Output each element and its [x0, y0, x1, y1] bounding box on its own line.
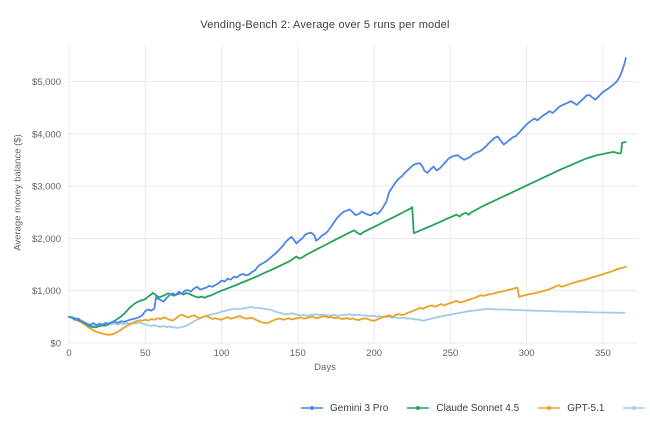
- legend-item-gemini-3-pro: Gemini 3 Pro: [300, 403, 388, 414]
- legend-marker-gemini-3-pro-icon: [301, 406, 323, 410]
- legend-marker-claude-sonnet-4-5-icon: [407, 406, 430, 410]
- legend-label: Claude Sonnet 4.5: [436, 402, 520, 414]
- x-tick-label: 350: [595, 348, 611, 359]
- y-tick-label: $3,000: [32, 182, 61, 193]
- x-tick-label: 150: [290, 348, 306, 359]
- x-tick-label: 300: [519, 348, 535, 359]
- series-line-gpt-5-1: [68, 265, 627, 336]
- y-tick-label: $4,000: [32, 129, 61, 140]
- y-tick-label: $1,000: [32, 286, 61, 297]
- legend-label: Gemini 3 Pro: [330, 402, 389, 414]
- x-tick-label: 0: [66, 348, 71, 359]
- x-tick-label: 100: [214, 348, 230, 359]
- x-tick-label: 200: [366, 348, 382, 359]
- legend-item-claude-sonnet-4-5: Claude Sonnet 4.5: [406, 403, 519, 414]
- legend-dot: [310, 406, 314, 410]
- legend-dot: [547, 406, 552, 410]
- y-tick-label: $5,000: [32, 77, 61, 88]
- chart-legend: Gemini 3 Pro Claude Sonnet 4.5 GPT-5.1 Gemi…: [300, 400, 650, 416]
- legend-marker-gemini-2-5-pro-icon: [623, 406, 646, 410]
- x-tick-label: 50: [140, 348, 151, 359]
- x-tick-label: 250: [442, 348, 458, 359]
- legend-label: GPT-5.1: [567, 402, 605, 414]
- legend-item-gpt-5-1: GPT-5.1: [537, 403, 604, 414]
- legend-dot: [632, 406, 637, 410]
- y-tick-label: $0: [50, 339, 61, 350]
- legend-marker-gpt-5-1-icon: [538, 406, 561, 410]
- y-tick-label: $2,000: [32, 234, 61, 245]
- series-line-gemini-3-pro: [68, 57, 627, 327]
- series-line-claude-sonnet-4-5: [68, 141, 627, 329]
- legend-item-gemini-2-5-pro: Gemini 2.5 Pro: [622, 403, 650, 414]
- x-axis-title: Days: [314, 362, 336, 373]
- series-line-gemini-2-5-pro: [68, 306, 626, 329]
- legend-dot: [416, 406, 421, 410]
- chart-title: Vending-Bench 2: Average over 5 runs per…: [200, 19, 450, 31]
